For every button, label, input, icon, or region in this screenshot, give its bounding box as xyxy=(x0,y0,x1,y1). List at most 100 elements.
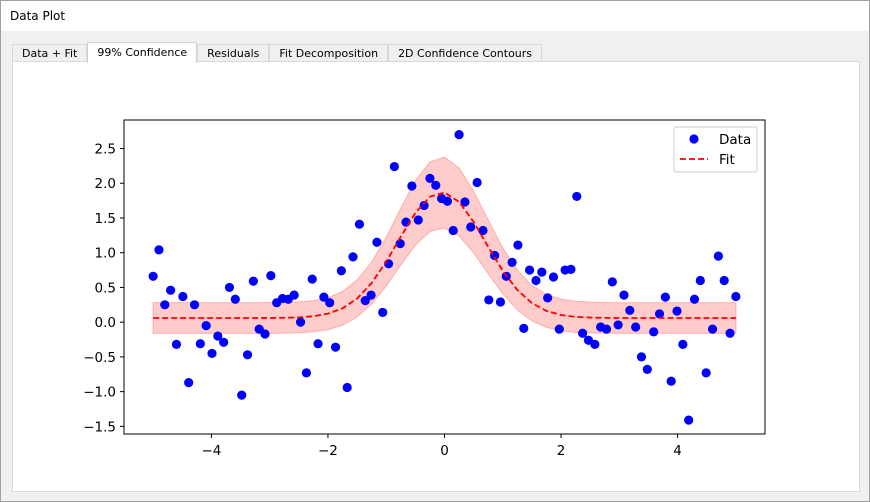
y-tick-label: 2.0 xyxy=(95,176,116,192)
y-tick-label: 0.5 xyxy=(95,280,116,296)
data-point xyxy=(719,275,729,286)
legend-swatch xyxy=(689,134,699,144)
x-tick-label: 0 xyxy=(440,443,449,459)
data-point xyxy=(389,161,399,172)
data-point xyxy=(295,317,306,327)
data-point xyxy=(224,282,235,293)
data-point xyxy=(413,215,423,225)
data-point xyxy=(642,364,652,374)
data-point xyxy=(566,264,576,274)
data-point xyxy=(336,266,346,276)
data-point xyxy=(590,339,600,349)
data-point xyxy=(507,257,517,268)
data-point xyxy=(472,177,482,188)
data-point xyxy=(466,222,476,232)
data-point xyxy=(431,180,441,190)
y-tick-label: 1.0 xyxy=(95,246,116,262)
x-tick-label: 4 xyxy=(673,443,682,459)
data-point xyxy=(201,321,211,331)
tab[interactable]: Data + Fit xyxy=(12,44,88,63)
tab[interactable]: Residuals xyxy=(197,44,270,63)
data-point xyxy=(213,331,223,341)
data-point xyxy=(184,377,194,388)
data-point xyxy=(695,275,705,286)
data-point xyxy=(342,382,352,393)
data-point xyxy=(707,324,718,334)
y-tick-label: 2.5 xyxy=(95,141,116,157)
data-point xyxy=(307,274,317,284)
data-point xyxy=(731,291,741,302)
tab[interactable]: 2D Confidence Contours xyxy=(388,44,543,63)
data-point xyxy=(554,324,564,334)
data-point xyxy=(448,225,458,236)
data-point xyxy=(613,320,623,330)
data-point xyxy=(366,290,376,300)
legend-label: Fit xyxy=(719,152,735,168)
y-tick-label: −0.5 xyxy=(83,350,116,366)
data-point xyxy=(237,390,247,400)
data-point xyxy=(372,237,382,247)
x-tick-label: −4 xyxy=(201,443,221,459)
data-point xyxy=(524,265,535,275)
y-tick-label: 1.5 xyxy=(95,211,116,227)
data-point xyxy=(330,342,341,352)
data-point xyxy=(289,290,299,300)
data-point xyxy=(619,290,629,300)
data-point xyxy=(725,328,735,338)
data-point xyxy=(242,350,253,360)
data-point xyxy=(407,181,417,191)
data-point xyxy=(543,293,553,303)
data-point xyxy=(395,239,405,249)
y-tick-label: −1.0 xyxy=(83,385,116,401)
data-point xyxy=(219,337,229,347)
data-point xyxy=(207,348,217,359)
x-tick-label: −2 xyxy=(318,443,338,459)
data-point xyxy=(519,323,529,334)
y-tick-label: −1.5 xyxy=(83,419,116,435)
data-point xyxy=(460,197,470,207)
data-point xyxy=(548,272,559,282)
data-point xyxy=(189,300,200,310)
data-point xyxy=(672,306,682,316)
data-point xyxy=(484,295,494,305)
data-point xyxy=(607,277,617,287)
data-point xyxy=(649,327,659,337)
tab[interactable]: Fit Decomposition xyxy=(269,44,389,63)
data-point xyxy=(531,275,541,286)
data-point xyxy=(178,291,188,302)
data-point xyxy=(495,297,506,307)
data-point xyxy=(354,219,365,229)
data-point xyxy=(248,276,258,286)
data-point xyxy=(713,251,723,261)
data-point xyxy=(166,285,176,295)
data-point xyxy=(684,415,694,425)
data-point xyxy=(689,294,700,304)
data-point xyxy=(666,376,676,386)
data-point xyxy=(319,292,329,302)
data-point xyxy=(572,191,582,202)
data-point xyxy=(171,339,182,349)
data-point xyxy=(442,196,453,206)
data-point xyxy=(360,296,370,306)
data-point xyxy=(425,173,435,183)
data-point xyxy=(313,339,323,349)
data-point xyxy=(230,294,240,304)
data-point xyxy=(148,271,158,281)
data-point xyxy=(654,309,665,319)
legend-label: Data xyxy=(719,132,751,148)
data-point xyxy=(678,339,688,349)
data-point xyxy=(636,352,647,362)
data-point xyxy=(325,298,335,308)
data-point xyxy=(160,300,170,310)
tab[interactable]: 99% Confidence xyxy=(87,42,198,63)
x-tick-label: 2 xyxy=(557,443,566,459)
data-point xyxy=(419,200,429,211)
data-point xyxy=(601,324,612,334)
tab-bar: Data + Fit 99% Confidence Residuals Fit Dec… xyxy=(12,42,543,63)
data-point xyxy=(631,322,641,332)
data-point xyxy=(660,292,670,302)
data-point xyxy=(154,245,164,255)
